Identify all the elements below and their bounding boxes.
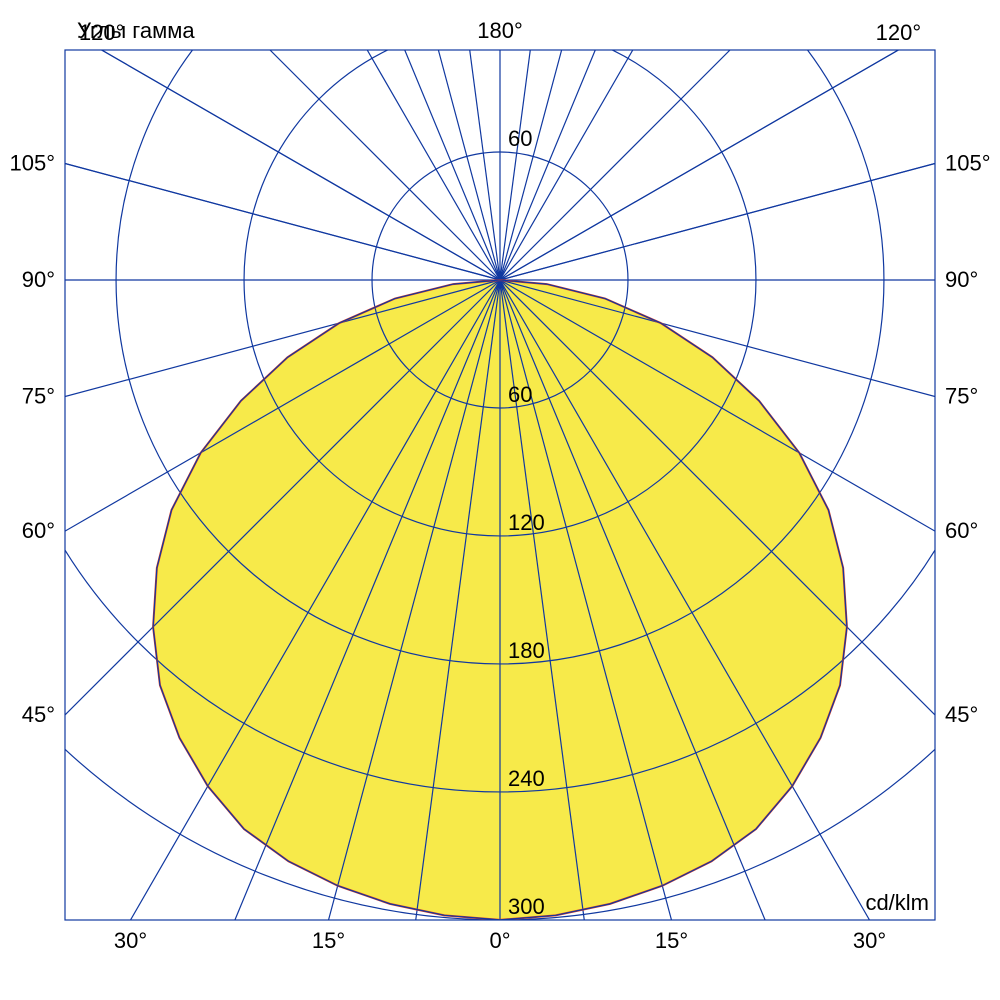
angle-label: 15° xyxy=(312,928,345,953)
angle-label: 105° xyxy=(945,150,991,175)
ring-label: 300 xyxy=(508,894,545,919)
angle-label-top: 180° xyxy=(477,18,523,43)
angle-label: 30° xyxy=(853,928,886,953)
angle-label: 90° xyxy=(945,267,978,292)
angle-label: 105° xyxy=(9,150,55,175)
angle-label: 45° xyxy=(22,702,55,727)
angle-label: 15° xyxy=(655,928,688,953)
angle-label: 75° xyxy=(22,384,55,409)
ring-label: 120 xyxy=(508,510,545,535)
angle-label: 60° xyxy=(945,518,978,543)
angle-label: 30° xyxy=(114,928,147,953)
unit-label: cd/klm xyxy=(865,890,929,915)
polar-chart: 60 120 180 240 300 60 120° 105° 90° 75° 60° 45° 30°… xyxy=(0,0,1000,1000)
ring-label: 240 xyxy=(508,766,545,791)
ring-label: 180 xyxy=(508,638,545,663)
angle-label: 0° xyxy=(489,928,510,953)
ring-label: 60 xyxy=(508,382,532,407)
ring-label-upper: 60 xyxy=(508,126,532,151)
chart-title: Углы гамма xyxy=(77,18,195,43)
angle-label: 120° xyxy=(876,20,922,45)
angle-label: 90° xyxy=(22,267,55,292)
angle-label: 75° xyxy=(945,384,978,409)
angle-label: 45° xyxy=(945,702,978,727)
angle-label: 60° xyxy=(22,518,55,543)
